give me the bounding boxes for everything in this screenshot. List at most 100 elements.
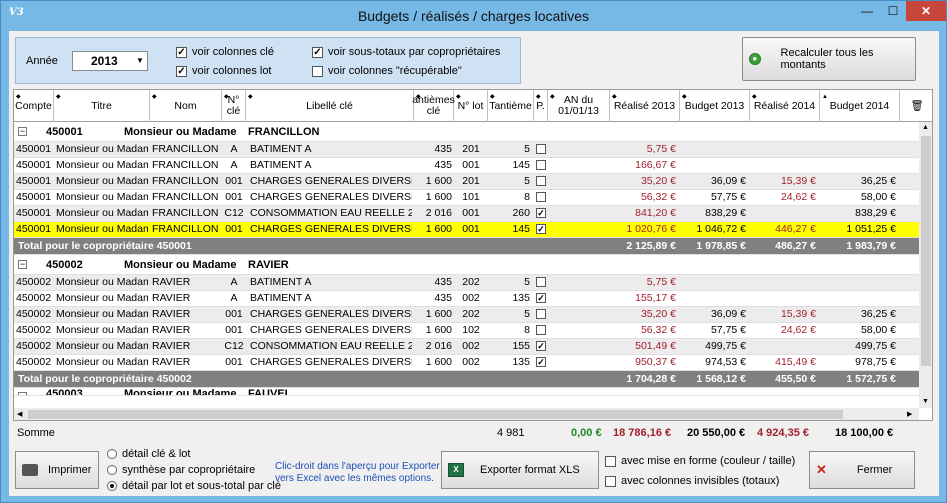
close-window-button[interactable]: ✕ bbox=[906, 1, 946, 21]
checkbox-colonnes-cle[interactable]: ✓ bbox=[176, 46, 187, 58]
cell-bud2013: 499,75 € bbox=[705, 340, 746, 352]
radio-circle[interactable] bbox=[107, 449, 117, 459]
checkbox-colonnes-invisibles[interactable] bbox=[605, 475, 616, 487]
cell-nom: FRANCILLON bbox=[152, 191, 219, 203]
chevron-down-icon[interactable]: ▼ bbox=[136, 56, 144, 65]
group-compte: 450001 bbox=[46, 126, 83, 138]
minimize-button[interactable]: — bbox=[861, 4, 873, 18]
checkbox-sous-totaux[interactable]: ✓ bbox=[312, 46, 323, 58]
cell-titre: Monsieur ou Madame bbox=[56, 308, 148, 320]
refresh-icon: ● bbox=[749, 53, 761, 65]
group-header[interactable]: − 450001 Monsieur ou Madame FRANCILLON bbox=[14, 122, 919, 142]
cell-lot: 202 bbox=[462, 276, 480, 288]
cell-p[interactable] bbox=[536, 192, 546, 202]
cell-p[interactable]: ✓ bbox=[536, 224, 546, 234]
annee-select[interactable]: 2013 ▼ bbox=[72, 51, 148, 71]
col-nom[interactable]: ◆ Nom bbox=[150, 90, 222, 122]
cell-p[interactable] bbox=[536, 144, 546, 154]
cell-p[interactable] bbox=[536, 309, 546, 319]
table-row[interactable]: 450002 Monsieur ou Madame RAVIER C12 CONSOMM… bbox=[14, 339, 919, 355]
fermer-button[interactable]: ✕ Fermer bbox=[809, 451, 915, 489]
budget-grid[interactable]: ◆ Compte ◆ Titre ◆ Nom ◆ N° clé ◆ Libellé clé… bbox=[13, 89, 933, 421]
cell-compte: 450002 bbox=[16, 292, 52, 304]
col-antiemes[interactable]: ◆ antièmes clé bbox=[412, 90, 455, 122]
table-row[interactable]: 450001 Monsieur ou Madame FRANCILLON 001 CHA… bbox=[14, 222, 919, 238]
col-lot[interactable]: ◆ N° lot bbox=[454, 90, 488, 122]
cell-p[interactable]: ✓ bbox=[536, 293, 546, 303]
cell-bud2013: 57,75 € bbox=[710, 324, 746, 336]
col-p[interactable]: ◆ P. bbox=[534, 90, 548, 122]
col-libelle[interactable]: ◆ Libellé clé bbox=[246, 90, 414, 122]
cb-recuperable-label: voir colonnes "récupérable" bbox=[328, 65, 462, 77]
table-row[interactable]: 450002 Monsieur ou Madame RAVIER A BATIMENT … bbox=[14, 275, 919, 291]
col-an[interactable]: ◆ AN du 01/01/13 bbox=[548, 90, 610, 122]
cell-p[interactable] bbox=[536, 176, 546, 186]
collapse-icon[interactable]: − bbox=[18, 259, 27, 269]
recalc-button[interactable]: ● Recalculer tous les montants bbox=[742, 37, 916, 81]
cell-p[interactable]: ✓ bbox=[536, 208, 546, 218]
cell-libelle: CHARGES GENERALES DIVERSES bbox=[250, 223, 412, 235]
table-row[interactable]: 450002 Monsieur ou Madame RAVIER 001 CHARGES… bbox=[14, 323, 919, 339]
cell-cle: 001 bbox=[225, 356, 243, 368]
checkbox-colonnes-lot[interactable]: ✓ bbox=[176, 65, 187, 77]
title-bar[interactable]: V3 Budgets / réalisés / charges locative… bbox=[1, 1, 946, 31]
cell-antiemes: 2 016 bbox=[425, 340, 452, 352]
cb-sous-totaux[interactable]: ✓ voir sous-totaux par copropriétaires bbox=[312, 46, 500, 58]
table-row[interactable]: 450001 Monsieur ou Madame FRANCILLON 001 CHA… bbox=[14, 190, 919, 206]
cb-colonnes-lot[interactable]: ✓ voir colonnes lot bbox=[176, 65, 272, 77]
group-header-partial[interactable]: − 450003 Monsieur ou Madame FAUVEL bbox=[14, 388, 919, 396]
cb-colonnes-cle[interactable]: ✓ voir colonnes clé bbox=[176, 46, 274, 58]
cell-compte: 450002 bbox=[16, 340, 52, 352]
table-row[interactable]: 450001 Monsieur ou Madame FRANCILLON C12 CON… bbox=[14, 206, 919, 222]
table-row[interactable]: 450001 Monsieur ou Madame FRANCILLON A BATIM… bbox=[14, 142, 919, 158]
cb-mise-en-forme[interactable]: avec mise en forme (couleur / taille) bbox=[605, 455, 795, 467]
col-budget-2014[interactable]: ▲ Budget 2014 bbox=[820, 90, 900, 122]
print-button[interactable]: Imprimer bbox=[15, 451, 99, 489]
cell-p[interactable]: ✓ bbox=[536, 341, 546, 351]
cb-colonnes-invisibles[interactable]: avec colonnes invisibles (totaux) bbox=[605, 475, 779, 487]
scroll-right-icon: ▶ bbox=[907, 411, 913, 418]
table-row[interactable]: 450001 Monsieur ou Madame FRANCILLON A BATIM… bbox=[14, 158, 919, 174]
col-compte[interactable]: ◆ Compte bbox=[14, 90, 54, 122]
vertical-scroll-thumb[interactable] bbox=[921, 136, 931, 366]
col-tantieme[interactable]: ◆ Tantième bbox=[488, 90, 534, 122]
col-titre[interactable]: ◆ Titre bbox=[54, 90, 150, 122]
table-row[interactable]: 450001 Monsieur ou Madame FRANCILLON 001 CHA… bbox=[14, 174, 919, 190]
cell-p[interactable] bbox=[536, 160, 546, 170]
table-row[interactable]: 450002 Monsieur ou Madame RAVIER A BATIMENT … bbox=[14, 291, 919, 307]
column-chooser[interactable]: 🗑 bbox=[900, 90, 932, 122]
table-row[interactable]: 450002 Monsieur ou Madame RAVIER 001 CHARGES… bbox=[14, 307, 919, 323]
somme-budget-2014: 18 100,00 € bbox=[835, 427, 894, 439]
collapse-icon[interactable]: − bbox=[18, 392, 27, 395]
horizontal-scroll-thumb[interactable] bbox=[28, 410, 843, 419]
radio-detail-cle-lot[interactable]: détail clé & lot bbox=[107, 448, 190, 460]
radio-circle[interactable] bbox=[107, 465, 117, 475]
radio-synthese[interactable]: synthèse par copropriétaire bbox=[107, 464, 255, 476]
radio-circle[interactable] bbox=[107, 481, 117, 491]
client-area: Année 2013 ▼ ✓ voir colonnes clé ✓ voir … bbox=[9, 31, 939, 496]
cell-titre: Monsieur ou Madame bbox=[56, 292, 148, 304]
col-budget-2013[interactable]: ◆ Budget 2013 bbox=[680, 90, 750, 122]
cell-p[interactable] bbox=[536, 325, 546, 335]
cell-p[interactable]: ✓ bbox=[536, 357, 546, 367]
cell-p[interactable] bbox=[536, 277, 546, 287]
horizontal-scrollbar[interactable]: ◀ ▶ bbox=[14, 408, 919, 420]
group-header[interactable]: − 450002 Monsieur ou Madame RAVIER bbox=[14, 255, 919, 275]
export-xls-button[interactable]: X Exporter format XLS bbox=[441, 451, 599, 489]
table-row[interactable]: 450002 Monsieur ou Madame RAVIER 001 CHARGES… bbox=[14, 355, 919, 371]
maximize-button[interactable]: ☐ bbox=[887, 4, 899, 18]
col-cle[interactable]: ◆ N° clé bbox=[222, 90, 246, 122]
cell-compte: 450001 bbox=[16, 175, 52, 187]
checkbox-mise-en-forme[interactable] bbox=[605, 455, 616, 467]
collapse-icon[interactable]: − bbox=[18, 126, 27, 136]
cb-recuperable[interactable]: voir colonnes "récupérable" bbox=[312, 65, 462, 77]
cell-antiemes: 1 600 bbox=[425, 175, 452, 187]
cell-libelle: CHARGES GENERALES DIVERSES bbox=[250, 191, 412, 203]
radio-detail-lot[interactable]: détail par lot et sous-total par clé bbox=[107, 480, 281, 492]
col-realise-2013[interactable]: ◆ Réalisé 2013 bbox=[610, 90, 680, 122]
filter-panel: Année 2013 ▼ ✓ voir colonnes clé ✓ voir … bbox=[15, 37, 521, 84]
vertical-scrollbar[interactable]: ▲ ▼ bbox=[919, 122, 932, 408]
window-title: Budgets / réalisés / charges locatives bbox=[357, 8, 590, 24]
checkbox-recuperable[interactable] bbox=[312, 65, 323, 77]
col-realise-2014[interactable]: ◆ Réalisé 2014 bbox=[750, 90, 820, 122]
